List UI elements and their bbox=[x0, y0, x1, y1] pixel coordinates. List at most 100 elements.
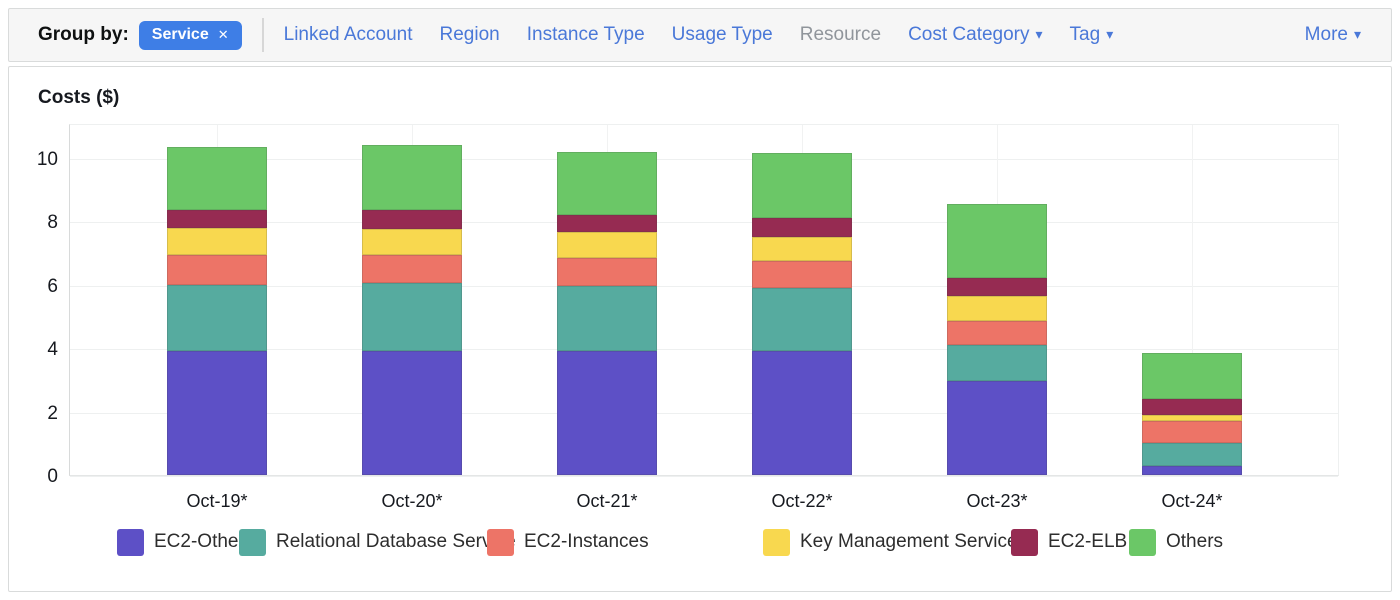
group-by-cost-category[interactable]: Cost Category ▾ bbox=[908, 24, 1042, 46]
bar-segment-others[interactable] bbox=[1142, 352, 1242, 399]
legend-item: Relational Database Service bbox=[239, 528, 516, 556]
bar-segment-ec2-instances[interactable] bbox=[947, 321, 1047, 345]
group-by-region[interactable]: Region bbox=[439, 24, 500, 45]
y-axis-title: Costs ($) bbox=[38, 87, 120, 108]
bar-segment-others[interactable] bbox=[752, 153, 852, 219]
bar-segment-key-management-service[interactable] bbox=[1142, 414, 1242, 422]
group-by-instance-type[interactable]: Instance Type bbox=[526, 24, 645, 45]
y-axis-label: 0 bbox=[47, 466, 58, 487]
remove-icon[interactable]: ✕ bbox=[217, 27, 229, 42]
tag-label: Tag bbox=[1069, 24, 1101, 45]
stacked-bar-Oct-22 bbox=[752, 153, 852, 475]
bar-segment-ec2-instances[interactable] bbox=[167, 254, 267, 285]
bar-segment-ec2-elb[interactable] bbox=[752, 218, 852, 238]
legend-label: EC2-Instances bbox=[524, 531, 649, 552]
bar-segment-ec2-other[interactable] bbox=[1142, 465, 1242, 475]
legend-item: EC2-Other bbox=[117, 528, 245, 556]
bar-segment-ec2-other[interactable] bbox=[752, 351, 852, 475]
stacked-bar-Oct-24 bbox=[1142, 352, 1242, 475]
legend-label: EC2-ELB bbox=[1048, 531, 1128, 552]
x-axis-label: Oct-20* bbox=[381, 491, 443, 511]
stacked-bar-Oct-23 bbox=[947, 203, 1047, 475]
bar-segment-relational-database-service[interactable] bbox=[362, 283, 462, 352]
y-axis-label: 2 bbox=[47, 402, 58, 424]
legend-swatch bbox=[763, 528, 790, 556]
cost-chart-panel: Costs ($) 0 2 4 6 8 10 Oct-19* Oct-20* Oct-21* Oc… bbox=[8, 66, 1392, 592]
group-by-links: Linked Account Region Instance Type Usag… bbox=[284, 24, 1114, 46]
legend-label: EC2-Other bbox=[154, 531, 245, 552]
bar-segment-relational-database-service[interactable] bbox=[557, 286, 657, 352]
bar-segment-ec2-instances[interactable] bbox=[752, 260, 852, 288]
stacked-bar-Oct-20 bbox=[362, 145, 462, 475]
more-menu-button[interactable]: More ▾ bbox=[1305, 24, 1361, 46]
bar-segment-others[interactable] bbox=[167, 146, 267, 211]
bar-segment-ec2-other[interactable] bbox=[362, 351, 462, 475]
legend-item: Key Management Service bbox=[763, 528, 1018, 556]
bar-segment-key-management-service[interactable] bbox=[947, 295, 1047, 322]
legend-swatch bbox=[117, 528, 144, 556]
group-by-toolbar: Group by: Service ✕ Linked Account Regio… bbox=[8, 8, 1392, 62]
chevron-down-icon: ▾ bbox=[1106, 26, 1114, 42]
bar-segment-others[interactable] bbox=[947, 203, 1047, 279]
h-gridline bbox=[70, 412, 1338, 414]
chevron-down-icon: ▾ bbox=[1035, 26, 1043, 42]
legend-swatch bbox=[239, 528, 266, 556]
chevron-down-icon: ▾ bbox=[1353, 26, 1361, 42]
bar-segment-ec2-instances[interactable] bbox=[1142, 421, 1242, 444]
x-axis-label: Oct-22* bbox=[771, 491, 833, 511]
y-axis-label: 6 bbox=[47, 275, 58, 297]
bar-segment-others[interactable] bbox=[362, 145, 462, 211]
legend-label: Key Management Service bbox=[800, 531, 1018, 552]
group-by-label: Group by: bbox=[38, 24, 129, 45]
x-axis-label: Oct-21* bbox=[576, 491, 638, 511]
group-by-tag[interactable]: Tag ▾ bbox=[1070, 24, 1114, 46]
stacked-bar-Oct-19 bbox=[167, 146, 267, 475]
bar-segment-ec2-other[interactable] bbox=[557, 351, 657, 475]
plot-area: 0 2 4 6 8 10 Oct-19* Oct-20* Oct-21* Oct-22* Oct-2… bbox=[37, 124, 1339, 511]
bar-segment-ec2-elb[interactable] bbox=[167, 210, 267, 228]
bar-segment-key-management-service[interactable] bbox=[362, 229, 462, 255]
bar-segment-relational-database-service[interactable] bbox=[167, 284, 267, 352]
cost-category-label: Cost Category bbox=[908, 24, 1030, 45]
legend-label: Others bbox=[1166, 531, 1224, 552]
bar-segment-ec2-instances[interactable] bbox=[557, 257, 657, 287]
h-gridline bbox=[70, 349, 1338, 351]
bar-segment-relational-database-service[interactable] bbox=[752, 287, 852, 352]
bar-segment-ec2-elb[interactable] bbox=[362, 210, 462, 230]
more-label: More bbox=[1304, 24, 1348, 45]
x-axis-label: Oct-23* bbox=[966, 491, 1028, 511]
y-axis-label: 8 bbox=[47, 212, 58, 234]
bar-segment-ec2-instances[interactable] bbox=[362, 254, 462, 284]
bar-segment-ec2-elb[interactable] bbox=[1142, 398, 1242, 415]
bar-segment-others[interactable] bbox=[557, 151, 657, 215]
bar-segment-ec2-elb[interactable] bbox=[947, 278, 1047, 296]
legend-item: Others bbox=[1129, 528, 1223, 556]
bar-segment-ec2-other[interactable] bbox=[947, 381, 1047, 475]
legend-swatch bbox=[487, 528, 514, 556]
bar-segment-relational-database-service[interactable] bbox=[1142, 443, 1242, 466]
legend-swatch bbox=[1129, 528, 1156, 556]
legend-swatch bbox=[1011, 528, 1038, 556]
legend-label: Relational Database Service bbox=[276, 531, 516, 552]
group-by-linked-account[interactable]: Linked Account bbox=[283, 24, 413, 45]
h-gridline bbox=[70, 476, 1338, 477]
group-by-chip-service[interactable]: Service ✕ bbox=[138, 20, 242, 50]
x-axis-label: Oct-24* bbox=[1161, 491, 1223, 511]
h-gridline bbox=[70, 285, 1338, 287]
y-axis-label: 10 bbox=[36, 148, 58, 170]
legend-item: EC2-ELB bbox=[1011, 528, 1127, 556]
h-gridline bbox=[70, 158, 1338, 160]
bar-segment-ec2-elb[interactable] bbox=[557, 214, 657, 233]
bar-segment-key-management-service[interactable] bbox=[752, 237, 852, 261]
stacked-bar-Oct-21 bbox=[557, 151, 657, 475]
group-by-resource: Resource bbox=[799, 24, 882, 45]
y-axis-label: 4 bbox=[47, 339, 58, 361]
bar-segment-ec2-other[interactable] bbox=[167, 351, 267, 475]
bar-segment-relational-database-service[interactable] bbox=[947, 345, 1047, 382]
chart-legend: EC2-Other Relational Database Service EC2-… bbox=[9, 528, 1391, 556]
group-by-usage-type[interactable]: Usage Type bbox=[671, 24, 773, 45]
bar-segment-key-management-service[interactable] bbox=[557, 232, 657, 258]
bar-segment-key-management-service[interactable] bbox=[167, 227, 267, 255]
toolbar-divider bbox=[261, 18, 264, 52]
